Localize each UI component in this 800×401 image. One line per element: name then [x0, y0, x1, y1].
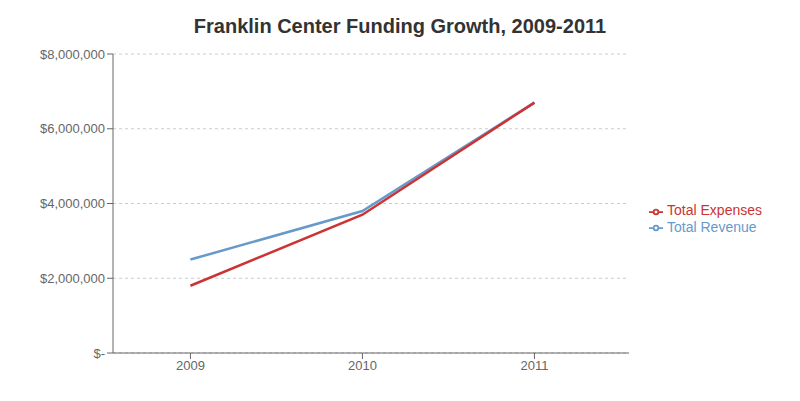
html-text:Total Expenses: Total Expenses: [667, 202, 762, 219]
svg-text:$2,000,000: $2,000,000: [40, 271, 105, 286]
html-text:Total Revenue: Total Revenue: [667, 218, 757, 235]
svg-text:2011: 2011: [520, 358, 548, 373]
svg-text:$4,000,000: $4,000,000: [40, 196, 105, 211]
svg-text:$8,000,000: $8,000,000: [40, 47, 105, 62]
html-text:Franklin Center Funding Growth: Franklin Center Funding Growth, 2009-201…: [193, 15, 607, 37]
svg-text:2009: 2009: [176, 358, 205, 373]
svg-text:2010: 2010: [348, 358, 377, 373]
svg-text:$6,000,000: $6,000,000: [40, 121, 105, 136]
svg-text:$-: $-: [93, 346, 105, 361]
